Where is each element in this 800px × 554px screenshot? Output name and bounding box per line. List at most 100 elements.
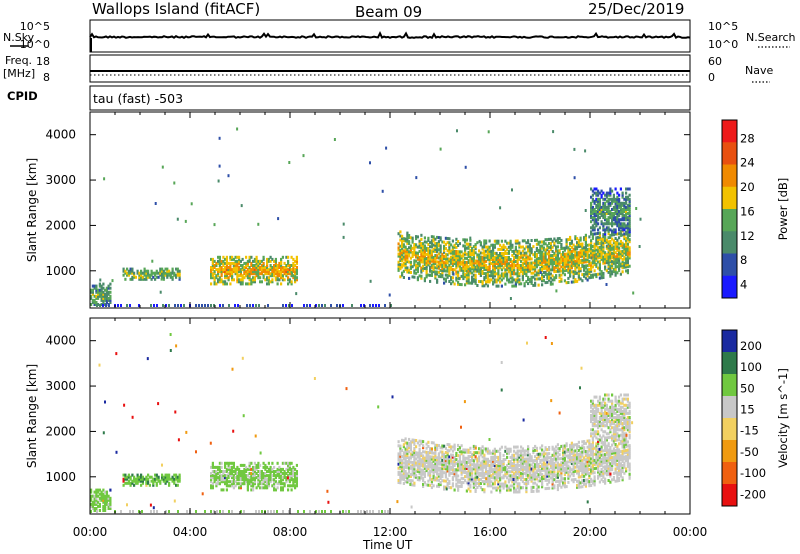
echo-cell [506, 476, 509, 480]
echo-cell [542, 460, 545, 464]
echo-cell [451, 249, 454, 253]
echo-cell [453, 462, 456, 465]
echo-cell [586, 243, 589, 247]
echo-cell [530, 251, 533, 255]
echo-cell [432, 266, 435, 270]
echo-cell [411, 471, 414, 475]
echo-cell [516, 241, 519, 245]
echo-cell [581, 264, 584, 268]
echo-cell [520, 255, 523, 259]
echo-cell [269, 266, 272, 269]
echo-cell [178, 277, 181, 281]
echo-cell [245, 474, 248, 478]
echo-cell [614, 257, 617, 261]
echo-cell [283, 474, 286, 478]
echo-cell [511, 264, 514, 268]
echo-cell [535, 475, 538, 479]
echo-cell [280, 261, 283, 265]
echo-cell [303, 304, 305, 307]
echo-cell [225, 476, 228, 480]
echo-cell [520, 451, 523, 455]
echo-cell [506, 278, 509, 282]
echo-cell [427, 479, 430, 483]
echo-cell [413, 245, 416, 248]
echo-cell [295, 470, 298, 473]
echo-cell [537, 485, 540, 489]
echo-cell [537, 271, 540, 275]
echo-cell [152, 275, 155, 279]
echo-cell [537, 467, 540, 471]
echo-cell [437, 458, 440, 462]
echo-cell [439, 468, 442, 472]
echo-cell [420, 472, 423, 476]
echo-cell [541, 265, 544, 268]
echo-cell [548, 274, 551, 278]
echo-speckle [295, 292, 298, 296]
echo-cell [248, 463, 251, 467]
echo-cell [248, 274, 251, 278]
echo-cell [516, 468, 519, 471]
echo-cell [584, 248, 587, 252]
echo-cell [430, 455, 433, 459]
echo-cell [225, 268, 228, 272]
echo-cell [485, 239, 488, 243]
echo-cell [567, 281, 570, 284]
echo-cell [474, 490, 477, 493]
echo-cell [409, 466, 412, 470]
echo-cell [549, 276, 552, 280]
echo-cell [102, 294, 105, 298]
echo-cell [253, 476, 256, 480]
echo-cell [493, 245, 496, 249]
echo-cell [541, 269, 544, 273]
echo-cell [150, 277, 153, 281]
echo-cell [423, 456, 426, 460]
echo-cell [262, 480, 265, 484]
echo-cell [229, 270, 232, 274]
echo-cell [546, 252, 549, 256]
echo-cell [161, 267, 164, 271]
echo-cell [464, 479, 467, 483]
echo-cell [560, 247, 563, 250]
echo-cell [539, 261, 542, 264]
echo-cell [422, 460, 425, 464]
echo-cell [432, 472, 435, 476]
echo-cell [457, 464, 460, 468]
echo-cell [528, 280, 531, 283]
echo-cell [430, 451, 433, 455]
echo-cell [95, 301, 98, 304]
echo-cell [441, 444, 444, 448]
echo-cell [245, 465, 248, 469]
echo-cell [506, 276, 509, 280]
echo-cell [483, 465, 486, 469]
echo-cell [516, 445, 519, 449]
echo-cell [436, 466, 439, 470]
echo-cell [553, 461, 556, 465]
echo-cell [210, 272, 213, 276]
echo-cell [583, 266, 586, 270]
echo-cell [109, 500, 112, 504]
echo-cell [518, 274, 521, 278]
echo-cell [591, 257, 594, 261]
echo-cell [628, 208, 631, 211]
echo-cell [225, 266, 228, 269]
echo-cell [621, 214, 624, 218]
echo-cell [238, 259, 241, 263]
echo-cell [481, 261, 484, 265]
echo-cell [264, 278, 267, 282]
echo-cell [248, 255, 251, 259]
echo-cell [425, 456, 428, 460]
echo-cell [425, 458, 428, 462]
echo-cell [616, 210, 619, 213]
echo-cell [558, 249, 561, 253]
echo-cell [107, 290, 110, 294]
echo-cell [143, 271, 146, 275]
echo-cell [492, 258, 495, 261]
echo-cell [427, 259, 430, 263]
echo-cell [90, 488, 93, 492]
echo-cell [625, 238, 628, 242]
echo-cell [605, 210, 608, 213]
echo-cell [520, 282, 523, 286]
echo-cell [430, 482, 433, 486]
echo-cell [462, 277, 465, 281]
echo-cell [602, 222, 605, 226]
